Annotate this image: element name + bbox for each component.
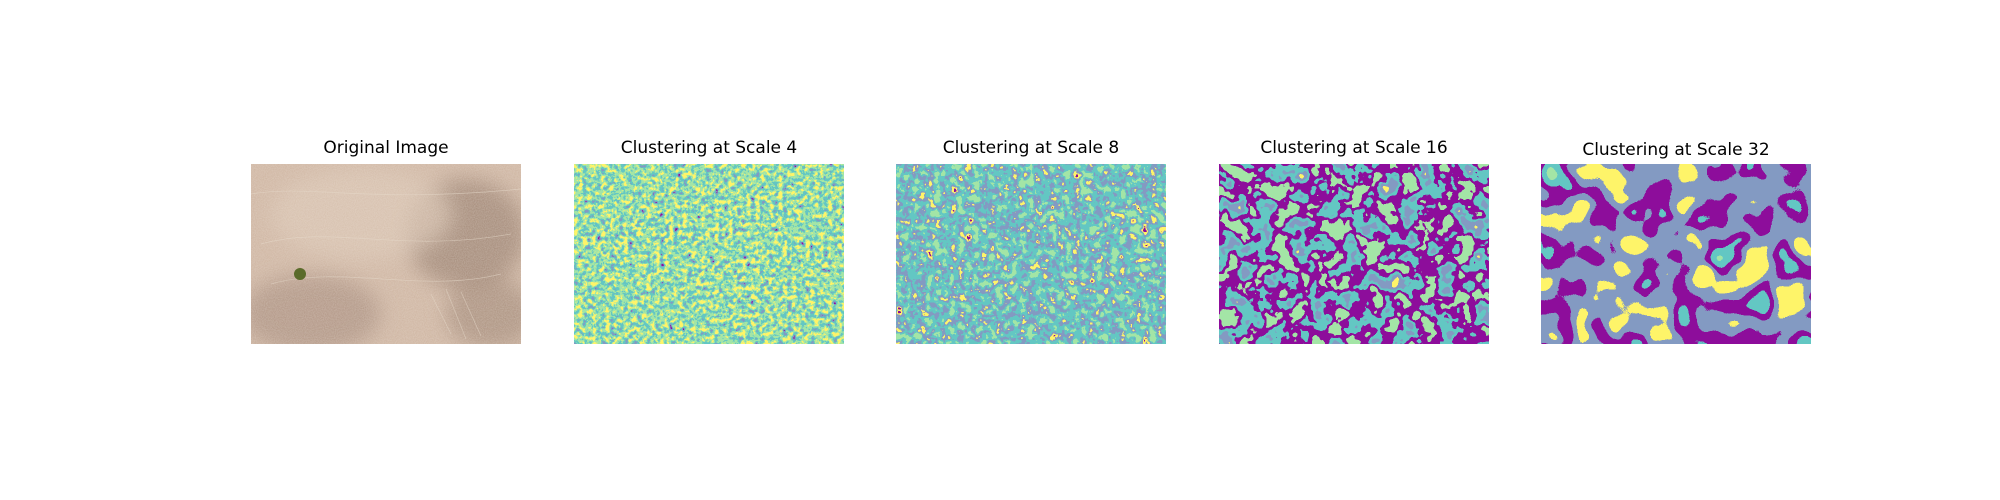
tree-icon	[294, 268, 306, 280]
cluster-map-scale-8	[896, 164, 1166, 344]
panel-title: Clustering at Scale 8	[896, 138, 1166, 160]
panel-title: Clustering at Scale 16	[1219, 138, 1489, 160]
original-aerial-photo	[251, 164, 521, 344]
panel-title: Original Image	[251, 138, 521, 160]
panel-title: Clustering at Scale 4	[574, 138, 844, 160]
cluster-map-scale-4	[574, 164, 844, 344]
panel-title: Clustering at Scale 32	[1541, 140, 1811, 162]
cluster-map-scale-32	[1541, 164, 1811, 344]
cluster-map-scale-16	[1219, 164, 1489, 344]
